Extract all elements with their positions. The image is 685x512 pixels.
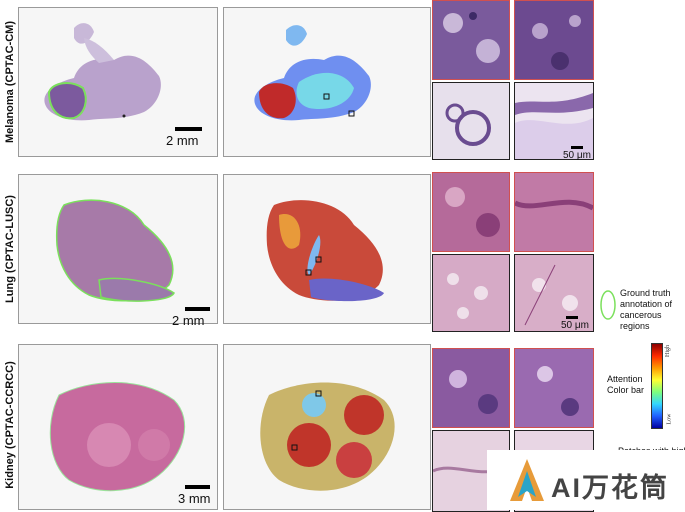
patch-scale-label: 50 μm [561,320,589,331]
melanoma-wsi-annotation [18,7,218,157]
scale-bar [185,485,210,489]
high-attention-patch [432,348,510,428]
kidney-attention-map [223,344,431,510]
scale-bar [185,307,210,311]
row-label-kidney: Kidney (CPTAC-CCRCC) [4,361,17,489]
lung-attention-map [223,174,431,324]
watermark-text: AI万花筒 [551,473,669,503]
high-attention-patch [514,172,594,252]
scale-label: 2 mm [166,133,199,148]
low-attention-patch [514,82,594,160]
scale-label: 3 mm [178,491,211,506]
scale-bar [175,127,202,131]
row-label-lung: Lung (CPTAC-LUSC) [4,195,16,303]
high-attention-patch [514,0,594,80]
lung-wsi-annotation [18,174,218,324]
high-attention-patch [432,172,510,252]
low-attention-patch [514,254,594,332]
patch-scale-bar [566,316,578,319]
row-label-melanoma: Melanoma (CPTAC-CM) [4,20,17,144]
colorbar-low-label: Low [666,413,673,425]
attention-colorbar [651,343,663,429]
high-attention-patch [432,0,510,80]
patch-scale-label: 50 μm [563,150,591,161]
kidney-wsi-annotation [18,344,218,510]
ground-truth-legend: Ground truth annotation of cancerous reg… [620,288,673,331]
annotation-legend-icon [600,290,616,320]
melanoma-attention-map [223,7,431,157]
watermark-logo-icon [510,459,544,501]
attention-colorbar-label: Attention Color bar [607,374,645,395]
low-attention-patch [432,254,510,332]
patch-scale-bar [571,146,583,149]
high-attention-patch [514,348,594,428]
colorbar-high-label: High [665,345,671,357]
scale-label: 2 mm [172,313,205,328]
low-attention-patch [432,82,510,160]
